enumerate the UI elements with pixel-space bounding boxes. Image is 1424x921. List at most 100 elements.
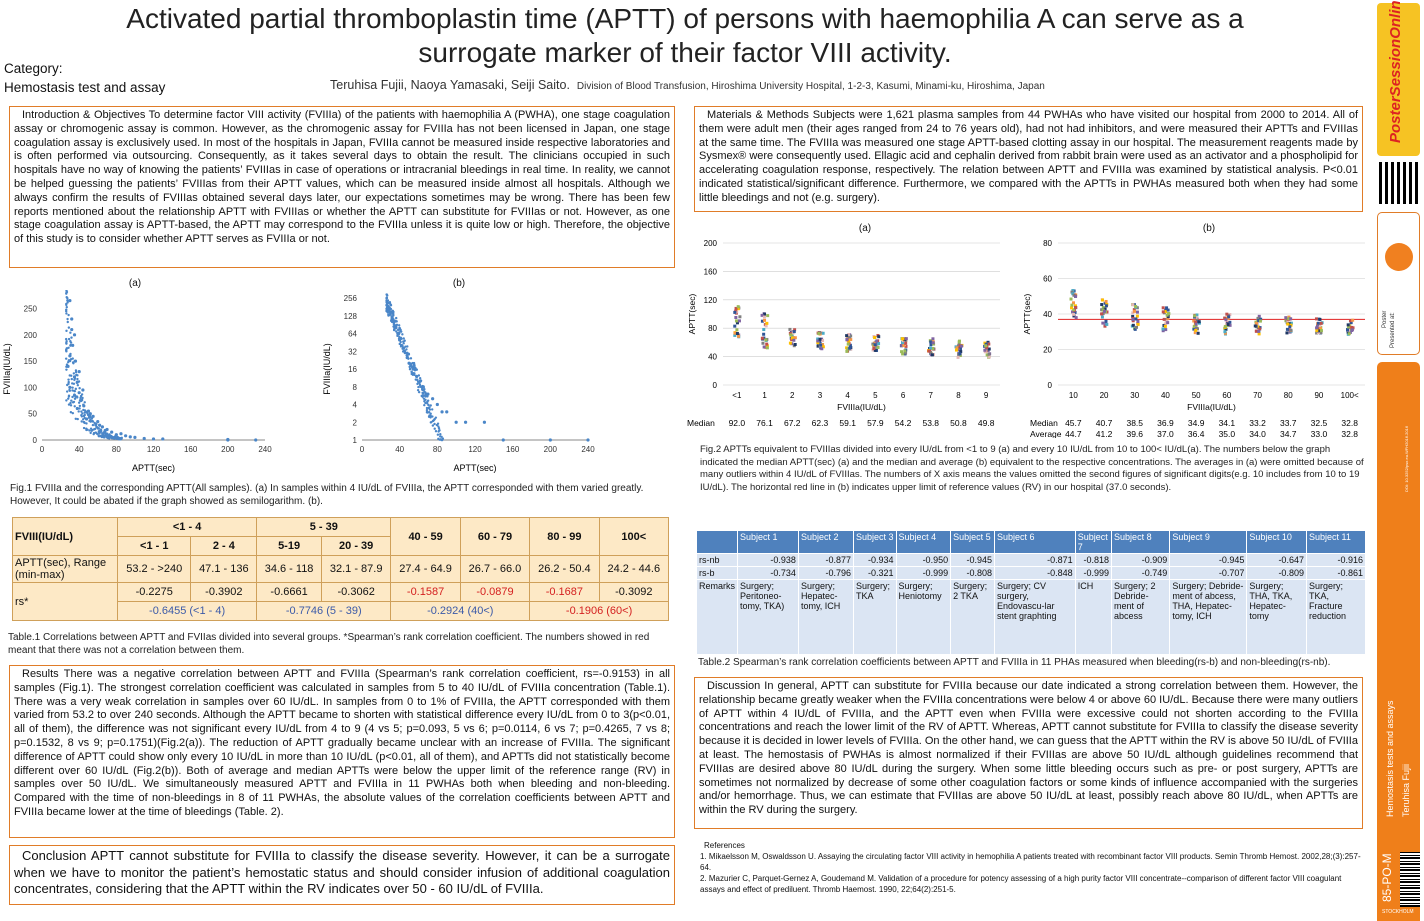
y-tick-label: 80 [708, 324, 717, 333]
row-value: 39.6 [1126, 429, 1143, 438]
data-point [960, 345, 963, 348]
data-point [1105, 300, 1108, 303]
congress-logo-icon [1385, 243, 1413, 271]
data-point [737, 305, 740, 308]
t1-rs-label: rs* [13, 583, 118, 621]
data-point [1193, 314, 1196, 317]
discussion-section: Discussion In general, APTT can substitu… [694, 677, 1363, 829]
poster-session-logo[interactable]: PosterSessionOnline.com [1377, 3, 1420, 156]
t2-cell: -0.871 [994, 554, 1075, 567]
data-point [765, 343, 768, 346]
data-point [70, 404, 72, 406]
data-point [426, 409, 428, 411]
t1-group-rs-value: -0.1906 (60<) [566, 605, 632, 617]
data-point [422, 392, 424, 394]
data-point [74, 377, 76, 379]
author-text: Teruhisa Fujii [1401, 764, 1411, 817]
x-tick-label: 2 [790, 391, 795, 400]
data-point [398, 324, 400, 326]
data-point [766, 314, 769, 317]
row-value: 54.2 [895, 418, 912, 428]
t1-h5: 80 - 99 [530, 518, 599, 556]
y-tick-label: 1 [353, 436, 358, 445]
data-point [393, 323, 395, 325]
data-point [78, 380, 80, 382]
data-point [423, 395, 425, 397]
data-point [1074, 295, 1077, 298]
data-point [426, 407, 428, 409]
row-value: 32.8 [1341, 418, 1358, 428]
data-point [430, 413, 432, 415]
t1-range-label: APTT(sec), Range (min-max) [13, 556, 118, 583]
data-point [393, 327, 395, 329]
x-tick-label: 200 [221, 445, 235, 454]
data-point [75, 395, 77, 397]
x-tick-label: 1 [762, 391, 767, 400]
data-point [983, 349, 986, 352]
fig1-caption: Fig.1 FVIIIa and the corresponding APTT(… [10, 482, 670, 508]
t2-subject-header: Subject 1 [738, 531, 799, 554]
data-point [386, 296, 388, 298]
data-point [72, 362, 74, 364]
data-point [1318, 318, 1321, 321]
data-point [929, 347, 932, 350]
data-point [415, 368, 417, 370]
row-value: 36.9 [1157, 418, 1174, 428]
t2-cell: -0.808 [951, 567, 995, 580]
data-point [66, 299, 68, 301]
data-point [817, 332, 820, 335]
data-point [70, 358, 72, 360]
x-tick-label: 40 [1161, 391, 1170, 400]
data-point [67, 397, 69, 399]
data-point [79, 405, 81, 407]
data-point [80, 420, 82, 422]
data-point [78, 402, 80, 404]
data-point [83, 427, 85, 429]
x-tick-label: 100< [1341, 391, 1359, 400]
data-point [433, 423, 435, 425]
data-point [65, 368, 67, 370]
authors: Teruhisa Fujii, Naoya Yamasaki, Seiji Sa… [330, 78, 570, 92]
row-value: 33.0 [1311, 429, 1328, 438]
data-point [81, 397, 83, 399]
t2-subject-header: Subject 5 [951, 531, 995, 554]
data-point [68, 299, 71, 302]
t1-h4: 60 - 79 [460, 518, 529, 556]
data-point [424, 391, 426, 393]
data-point [1105, 304, 1108, 307]
data-point [874, 343, 877, 346]
data-point [1137, 323, 1140, 326]
data-point [401, 333, 403, 335]
data-point [1223, 330, 1226, 333]
data-point [1163, 318, 1166, 321]
data-point [226, 438, 229, 441]
t1-group-rs: -0.6455 (<1 - 4) [118, 602, 257, 621]
t2-cell: -0.647 [1247, 554, 1307, 567]
data-point [152, 437, 155, 440]
data-point [78, 391, 81, 394]
data-point [124, 434, 127, 437]
data-point [398, 337, 400, 339]
data-point [905, 337, 908, 340]
data-point [81, 399, 83, 401]
row-value: 33.7 [1280, 418, 1297, 428]
data-point [70, 341, 72, 343]
data-point [819, 344, 822, 347]
data-point [406, 356, 408, 358]
data-point [70, 411, 72, 413]
x-tick-label: 70 [1253, 391, 1262, 400]
data-point [66, 363, 68, 365]
qr-code-icon[interactable] [1379, 162, 1419, 204]
data-point [1070, 306, 1073, 309]
data-point [395, 317, 397, 319]
t2-cell: -0.818 [1075, 554, 1111, 567]
data-point [70, 317, 73, 320]
data-point [437, 423, 439, 425]
data-point [408, 366, 410, 368]
x-tick-label: 8 [956, 391, 961, 400]
fig1b-label: (b) [444, 278, 474, 289]
t2-subject-header: Subject 8 [1112, 531, 1170, 554]
data-point [984, 344, 987, 347]
y-tick-label: 256 [344, 294, 358, 303]
y-axis-label: APTT(sec) [1022, 294, 1032, 335]
